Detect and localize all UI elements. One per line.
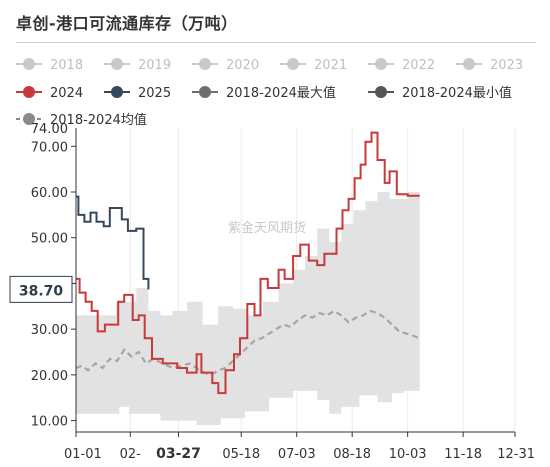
x-tick-label-4: 07-03: [278, 447, 316, 462]
legend-dot-icon: [23, 113, 35, 125]
series-max-min-band: [76, 192, 420, 426]
range-band: [76, 192, 420, 426]
legend-dot-icon: [111, 58, 123, 70]
legend-label: 2018-2024最小值: [402, 85, 512, 101]
legend-item-4[interactable]: 2022: [368, 58, 435, 73]
legend-label: 2021: [314, 58, 347, 73]
watermark: 紫金天风期货: [228, 220, 306, 236]
value-callout: 38.70: [9, 275, 73, 303]
title-divider: [16, 42, 536, 43]
x-tick-label-7: 11-18: [444, 447, 482, 462]
legend-label: 2019: [138, 58, 171, 73]
series-2025-line: [76, 195, 150, 290]
chart-title: 卓创-港口可流通库存（万吨）: [16, 14, 238, 33]
watermark-layer: 紫金天风期货: [228, 220, 306, 236]
x-tick-label-1: 02-: [120, 447, 142, 462]
legend: 2018 2019 2020 2021 2022 2023 2024 2025 2018-202…: [16, 58, 523, 128]
x-tick-label-3: 05-18: [222, 447, 260, 462]
series-2024-line: [76, 131, 420, 395]
x-tick-label-5: 08-18: [333, 447, 371, 462]
x-tick-label-8: 12-31: [497, 447, 535, 462]
legend-dot-icon: [23, 58, 35, 70]
legend-item-1[interactable]: 2019: [104, 58, 171, 73]
legend-label: 2024: [50, 86, 83, 101]
y-tick-label-top: 74.00: [31, 122, 68, 137]
x-tick-label-2: 03-27: [156, 446, 201, 462]
legend-label: 2022: [402, 58, 435, 73]
legend-label: 2018-2024均值: [50, 112, 147, 128]
legend-dot-icon: [463, 58, 475, 70]
legend-dot-icon: [111, 86, 123, 98]
legend-label: 2020: [226, 58, 259, 73]
y-tick-label-0: 10.00: [31, 415, 68, 430]
x-tick-label-6: 10-03: [389, 447, 427, 462]
legend-label: 2023: [490, 58, 523, 73]
legend-item-7[interactable]: 2025: [104, 86, 171, 101]
y-tick-label-4: 50.00: [31, 232, 68, 247]
legend-item-6[interactable]: 2024: [16, 86, 83, 101]
legend-item-0[interactable]: 2018: [16, 58, 83, 73]
y-tick-label-6: 70.00: [31, 140, 68, 155]
legend-dot-icon: [375, 58, 387, 70]
legend-dot-icon: [199, 86, 211, 98]
y-tick-label-2: 30.00: [31, 323, 68, 338]
x-tick-label-0: 01-01: [64, 447, 102, 462]
y-tick-label-5: 60.00: [31, 186, 68, 201]
series-mean-line: [75, 309, 421, 377]
legend-label: 2018: [50, 58, 83, 73]
callout-value: 38.70: [19, 283, 64, 299]
legend-dot-icon: [199, 58, 211, 70]
legend-dot-icon: [23, 86, 35, 98]
legend-item-3[interactable]: 2021: [280, 58, 347, 73]
callout-box: [9, 275, 73, 303]
legend-item-9[interactable]: 2018-2024最小值: [368, 85, 512, 101]
y-tick-label-1: 20.00: [31, 369, 68, 384]
legend-item-2[interactable]: 2020: [192, 58, 259, 73]
legend-item-5[interactable]: 2023: [456, 58, 523, 73]
legend-item-8[interactable]: 2018-2024最大值: [192, 85, 336, 101]
legend-item-10[interactable]: 2018-2024均值: [16, 112, 147, 128]
legend-dot-icon: [287, 58, 299, 70]
legend-dot-icon: [375, 86, 387, 98]
series-lines: [75, 131, 421, 395]
legend-label: 2018-2024最大值: [226, 85, 336, 101]
legend-label: 2025: [138, 86, 171, 101]
